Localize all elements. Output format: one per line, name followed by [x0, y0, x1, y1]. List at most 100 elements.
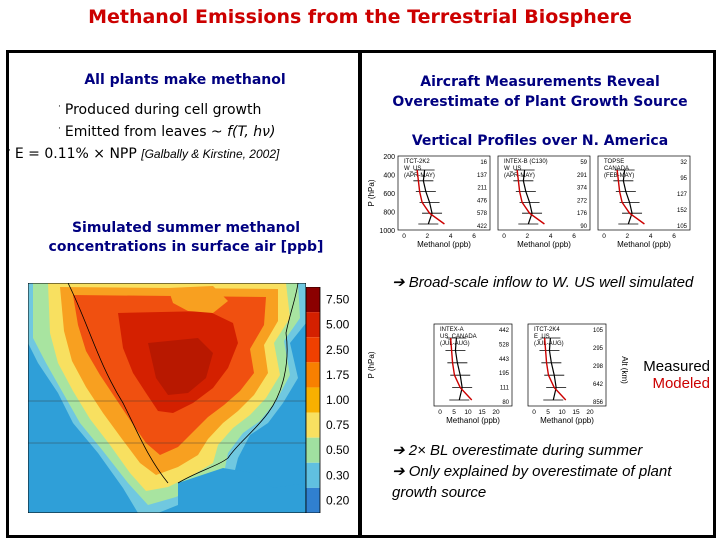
panel-label: TOPSE — [604, 159, 624, 165]
colorbar-swatch — [306, 337, 320, 363]
x-tick-label: 0 — [438, 409, 442, 416]
map-gridlines — [28, 400, 306, 444]
colorbar-swatch — [306, 412, 320, 438]
bullet-2-text: Emitted from leaves ~ — [64, 124, 228, 140]
panel-count: 642 — [593, 382, 604, 388]
y-tick-label: 200 — [383, 154, 395, 161]
panel-count: 127 — [677, 192, 688, 198]
panel-frame — [497, 155, 591, 231]
panel-count: 176 — [577, 211, 588, 217]
colorbar-swatch — [306, 362, 320, 388]
x-tick-label: 10 — [558, 409, 566, 416]
column-divider — [358, 52, 362, 536]
panel-count: 90 — [580, 224, 587, 230]
panel-count: 578 — [477, 211, 488, 217]
map-gulf — [178, 468, 306, 513]
x-tick-label: 5 — [452, 409, 456, 416]
x-tick-label: 20 — [492, 409, 500, 416]
x-tick-label: 15 — [478, 409, 486, 416]
left-heading: All plants make methanol — [84, 72, 286, 88]
panel-count: 105 — [593, 328, 604, 334]
panel-count: 856 — [593, 400, 604, 406]
note-inflow: ➔ Broad-scale inflow to W. US well simul… — [392, 274, 694, 291]
colorbar-label: 0.50 — [326, 443, 350, 457]
y-axis-label: P (hPa) — [367, 351, 376, 378]
profile-panel: INTEX-B (C130)W_US(APR-MAY) 59 291 374 272 17… — [497, 155, 591, 249]
bullet-3-citation: [Galbally & Kirstine, 2002] — [141, 147, 280, 161]
legend-modeled: Modeled — [652, 375, 710, 392]
x-tick-label: 0 — [402, 233, 406, 240]
methanol-map — [28, 283, 306, 513]
bullet-1-text: Produced during cell growth — [64, 102, 262, 118]
note-summer: ➔ 2× BL overestimate during summer ➔ Onl… — [392, 440, 710, 503]
colorbar-swatch — [306, 487, 320, 513]
x-tick-label: 0 — [532, 409, 536, 416]
panel-count: 195 — [499, 371, 510, 377]
x-tick-label: 4 — [649, 233, 653, 240]
modeled-profile-line — [616, 169, 645, 225]
colorbar-label: 1.75 — [326, 368, 350, 382]
content-frame — [6, 50, 716, 538]
colorbar-swatch — [306, 312, 320, 338]
page-title: Methanol Emissions from the Terrestrial … — [88, 6, 632, 28]
bullet-2-formula: f(T, hν) — [227, 124, 276, 140]
note-summer-line2: ➔ Only explained by overestimate of plan… — [392, 463, 672, 501]
panel-label: ITCT-2K4 — [534, 327, 560, 333]
modeled-profile-line — [516, 169, 545, 225]
colorbar-label: 5.00 — [326, 318, 350, 332]
panel-label: INTEX-A — [440, 327, 464, 333]
x-axis-label: Methanol (ppb) — [617, 240, 671, 249]
panel-count: 291 — [577, 173, 588, 179]
x-axis-label: Methanol (ppb) — [446, 416, 500, 425]
map-land-core — [148, 338, 213, 395]
colorbar-label: 7.50 — [326, 293, 350, 307]
y-tick-label: 1000 — [379, 228, 395, 235]
panel-count: 374 — [577, 186, 588, 192]
y-axis-label: P (hPa) — [367, 179, 376, 206]
bullet-dot: · — [58, 102, 61, 112]
panel-count: 59 — [580, 160, 587, 166]
panel-label: CANADA — [604, 166, 629, 172]
modeled-profile-line — [543, 337, 567, 401]
panel-frame — [397, 155, 491, 231]
panel-count: 528 — [499, 342, 510, 348]
panel-label: (APR-MAY) — [404, 173, 435, 179]
panel-count: 137 — [477, 173, 488, 179]
x-tick-label: 0 — [502, 233, 506, 240]
right-heading: Aircraft Measurements Reveal Overestimat… — [392, 74, 688, 110]
colorbar-swatch — [306, 462, 320, 488]
x-tick-label: 0 — [602, 233, 606, 240]
colorbar-label: 1.00 — [326, 393, 350, 407]
legend: Measured Modeled — [614, 358, 710, 392]
colorbar: 7.50 5.00 2.50 1.75 1.00 0.75 0.50 0.30 0.20 — [306, 287, 350, 513]
colorbar-label: 2.50 — [326, 343, 350, 357]
colorbar-label: 0.75 — [326, 418, 350, 432]
x-tick-label: 2 — [526, 233, 530, 240]
panel-count: 111 — [500, 386, 510, 392]
panel-count: 295 — [593, 346, 604, 352]
legend-measured: Measured — [643, 358, 710, 375]
colorbar-swatch — [306, 437, 320, 463]
panel-count: 211 — [477, 186, 487, 192]
bullet-dot: · — [8, 146, 11, 156]
y-tick-label: 400 — [383, 173, 395, 180]
panel-count: 16 — [480, 160, 487, 166]
x-tick-label: 20 — [586, 409, 594, 416]
alt-axis-label: Alt (km) — [620, 356, 628, 384]
simulation-heading: Simulated summer methanol concentrations… — [48, 220, 324, 255]
panel-count: 32 — [680, 160, 687, 166]
panel-count: 442 — [499, 328, 510, 334]
x-tick-label: 2 — [626, 233, 630, 240]
panel-label: W_US — [504, 166, 521, 172]
x-tick-label: 5 — [546, 409, 550, 416]
modeled-profile-line — [416, 169, 445, 225]
panel-label: INTEX-B (C130) — [504, 159, 548, 165]
x-tick-label: 6 — [672, 233, 676, 240]
x-tick-label: 6 — [572, 233, 576, 240]
x-axis-label: Methanol (ppb) — [517, 240, 571, 249]
note-summer-line1: ➔ 2× BL overestimate during summer — [392, 442, 643, 459]
bullet-1: · Produced during cell growth — [58, 102, 261, 118]
